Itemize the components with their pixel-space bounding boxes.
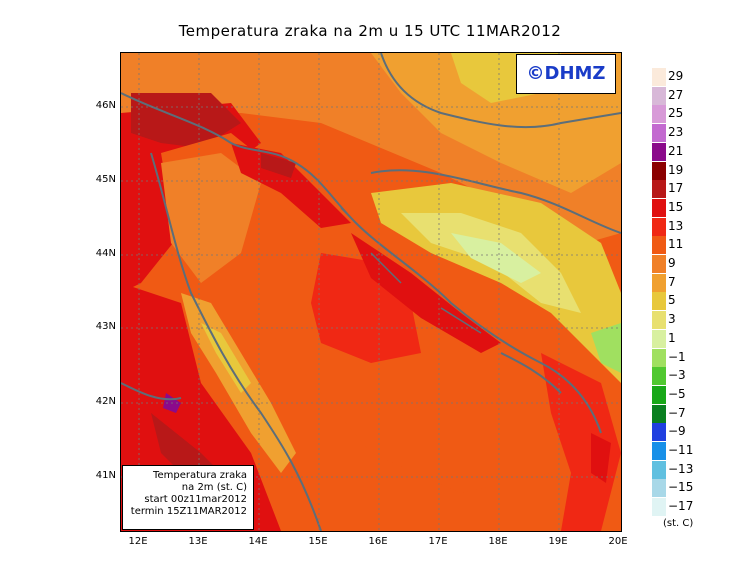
legend-units: (st. C): [663, 518, 694, 529]
legend-swatch: [652, 329, 666, 348]
legend-swatch: [652, 255, 666, 273]
legend-swatch: [652, 86, 666, 105]
legend-label: 21: [668, 143, 684, 158]
dhmz-logo: ©DHMZ: [516, 54, 616, 94]
legend-swatch: [652, 68, 666, 86]
info-line-2: na 2m (st. C): [181, 482, 247, 493]
legend-swatch: [652, 423, 666, 442]
legend-label: −15: [668, 480, 694, 495]
legend-label: −7: [668, 405, 686, 420]
info-line-1: Temperatura zraka: [153, 470, 247, 481]
forecast-info-box: Temperatura zraka na 2m (st. C) start 00…: [122, 465, 254, 530]
legend-swatch: [652, 385, 666, 404]
legend-swatch: [652, 367, 666, 386]
legend-swatch: [652, 105, 666, 124]
legend-label: 17: [668, 181, 684, 196]
legend-label: 19: [668, 162, 684, 177]
lat-label: 46N: [95, 100, 116, 111]
legend-label: 3: [668, 312, 676, 327]
legend-swatch: [652, 348, 666, 367]
lat-label: 44N: [95, 248, 116, 259]
legend-label: −3: [668, 368, 686, 383]
legend-swatch: [652, 498, 666, 517]
lat-label: 43N: [95, 321, 116, 332]
legend-swatch: [652, 460, 666, 479]
map-title: Temperatura zraka na 2m u 15 UTC 11MAR20…: [178, 22, 562, 40]
lon-label: 13E: [188, 536, 208, 547]
lon-label: 17E: [428, 536, 448, 547]
legend-swatch: [652, 292, 666, 311]
legend-swatch: [652, 217, 666, 236]
legend-swatch: [652, 479, 666, 498]
lon-label: 19E: [548, 536, 568, 547]
temperature-map: [120, 52, 622, 532]
legend-label: 9: [668, 256, 676, 270]
lon-label: 15E: [308, 536, 328, 547]
legend-swatch: [652, 198, 666, 217]
legend-label: 25: [668, 106, 684, 121]
legend-swatch: [652, 161, 666, 180]
legend-label: 15: [668, 199, 684, 214]
legend-swatch: [652, 442, 666, 460]
legend-swatch: [652, 311, 666, 330]
legend-label: −9: [668, 424, 686, 439]
legend-label: 13: [668, 218, 684, 233]
legend-label: 7: [668, 274, 676, 289]
legend-swatch: [652, 180, 666, 199]
temperature-field: [121, 53, 621, 531]
lon-label: 18E: [488, 536, 508, 547]
legend-label: −1: [668, 349, 686, 364]
legend-swatch: [652, 404, 666, 423]
lon-label: 20E: [608, 536, 628, 547]
info-line-4: termin 15Z11MAR2012: [130, 506, 247, 517]
legend-label: 23: [668, 125, 684, 140]
legend-swatch: [652, 273, 666, 292]
lon-label: 12E: [128, 536, 148, 547]
lat-label: 42N: [95, 396, 116, 407]
legend-swatch: [652, 142, 666, 161]
legend-swatch: [652, 124, 666, 143]
legend-label: −13: [668, 461, 694, 476]
legend-label: −17: [668, 499, 694, 514]
legend-label: 29: [668, 69, 684, 83]
lat-label: 41N: [95, 470, 116, 481]
lon-label: 14E: [248, 536, 268, 547]
info-line-3: start 00z11mar2012: [144, 494, 247, 505]
legend-label: −11: [668, 443, 694, 457]
legend-label: 1: [668, 330, 676, 345]
legend-swatch: [652, 236, 666, 255]
lat-label: 45N: [95, 174, 116, 185]
legend-label: −5: [668, 386, 686, 401]
legend-label: 5: [668, 293, 676, 308]
legend-label: 11: [668, 237, 684, 252]
legend-label: 27: [668, 87, 684, 102]
lon-label: 16E: [368, 536, 388, 547]
